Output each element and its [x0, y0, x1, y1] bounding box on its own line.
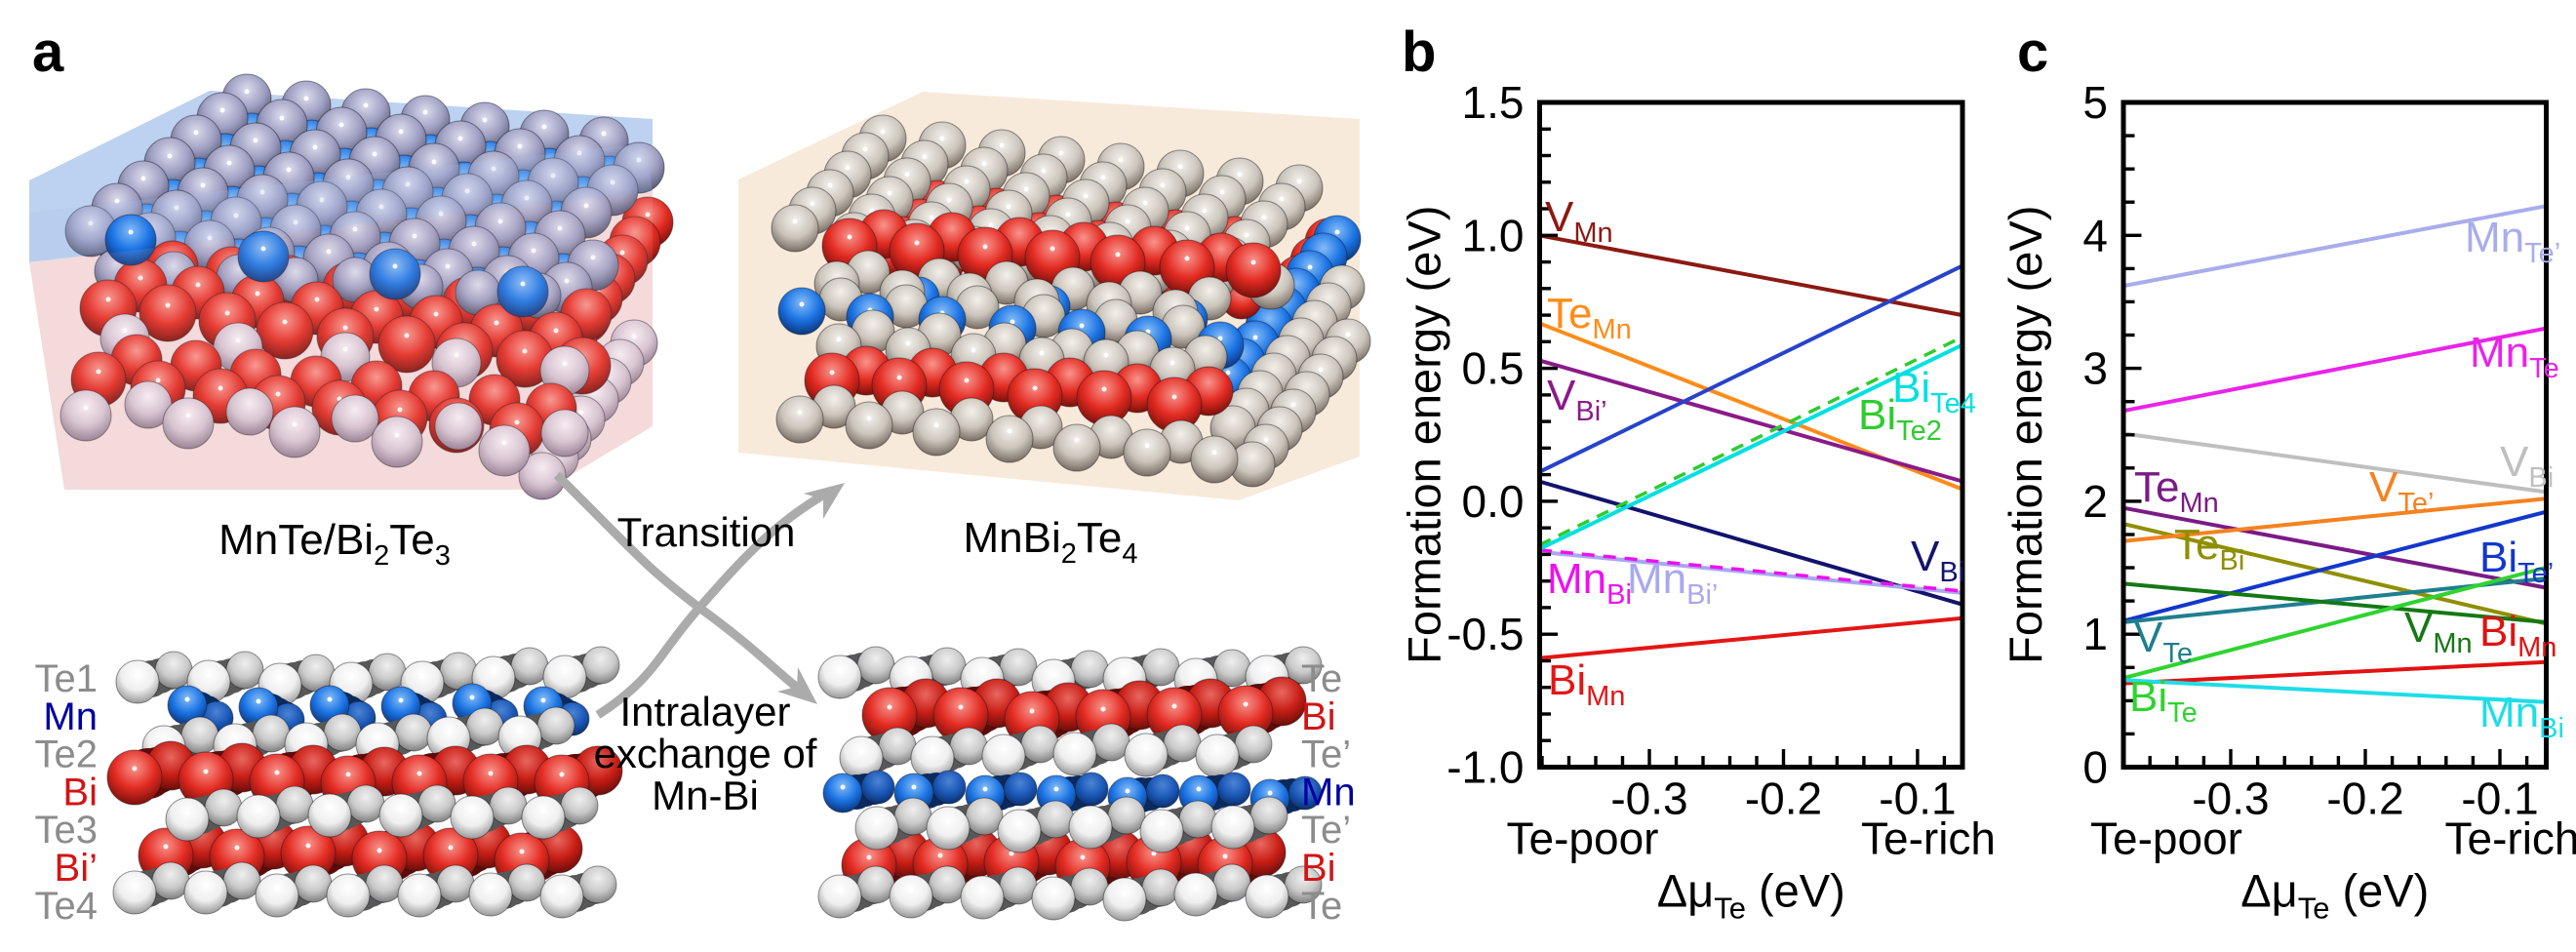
svg-text:ΔμTe (eV): ΔμTe (eV)	[2240, 865, 2429, 926]
svg-text:Te’: Te’	[1301, 734, 1351, 776]
svg-text:Transition: Transition	[617, 509, 796, 555]
svg-text:a: a	[32, 20, 64, 84]
svg-text:VMn: VMn	[2404, 604, 2473, 659]
svg-text:-0.1: -0.1	[2461, 774, 2538, 824]
svg-text:Te-rich: Te-rich	[1861, 813, 1996, 864]
svg-text:Formation energy (eV): Formation energy (eV)	[1399, 206, 1450, 664]
svg-text:-0.3: -0.3	[1610, 774, 1687, 824]
svg-text:Te3: Te3	[35, 809, 99, 852]
svg-text:exchange of: exchange of	[594, 731, 817, 776]
svg-text:2: 2	[2082, 476, 2108, 527]
svg-text:Bi’: Bi’	[55, 847, 98, 890]
svg-text:MnBi: MnBi	[2479, 689, 2564, 744]
svg-text:4: 4	[2082, 210, 2108, 260]
svg-text:BiMn: BiMn	[1548, 656, 1625, 712]
svg-text:BiTe2: BiTe2	[1858, 391, 1942, 447]
svg-text:MnTe: MnTe	[2470, 329, 2559, 384]
svg-text:BiTe’: BiTe’	[2479, 534, 2554, 589]
svg-text:Mn: Mn	[43, 695, 98, 738]
svg-text:Mn-Bi: Mn-Bi	[652, 773, 759, 818]
svg-text:-0.5: -0.5	[1447, 609, 1524, 659]
svg-text:0.5: 0.5	[1462, 343, 1525, 394]
svg-text:Te4: Te4	[35, 885, 99, 928]
svg-text:Bi: Bi	[1301, 847, 1336, 890]
svg-text:1.5: 1.5	[1462, 77, 1525, 128]
svg-text:VBi’: VBi’	[1547, 372, 1607, 427]
svg-text:-0.1: -0.1	[1879, 774, 1956, 824]
svg-text:-0.2: -0.2	[2326, 774, 2403, 824]
svg-text:b: b	[1402, 20, 1436, 84]
svg-text:-0.2: -0.2	[1745, 774, 1822, 824]
svg-text:Te’: Te’	[1301, 809, 1351, 852]
svg-text:Bi: Bi	[1301, 695, 1336, 738]
svg-text:5: 5	[2082, 77, 2108, 128]
svg-text:Te1: Te1	[35, 657, 99, 700]
svg-text:VTe: VTe	[2134, 614, 2193, 669]
svg-text:TeMn: TeMn	[1547, 290, 1632, 345]
svg-text:Te2: Te2	[35, 734, 99, 776]
svg-text:1.0: 1.0	[1462, 210, 1525, 260]
svg-text:3: 3	[2082, 343, 2108, 394]
svg-text:MnTe’: MnTe’	[2465, 214, 2560, 269]
svg-text:Te-rich: Te-rich	[2444, 813, 2576, 864]
svg-text:Te-poor: Te-poor	[2090, 813, 2242, 864]
svg-text:TeBi: TeBi	[2174, 521, 2244, 576]
svg-text:1: 1	[2082, 609, 2108, 659]
svg-text:Formation energy (eV): Formation energy (eV)	[2000, 206, 2051, 664]
svg-text:VBi: VBi	[1911, 533, 1964, 588]
svg-text:VMn: VMn	[1545, 193, 1613, 249]
svg-text:MnTe/Bi2Te3: MnTe/Bi2Te3	[218, 516, 451, 572]
svg-text:Mn: Mn	[1301, 771, 1356, 813]
svg-text:MnBi: MnBi	[1547, 555, 1632, 611]
svg-text:0: 0	[2082, 742, 2108, 793]
svg-text:-1.0: -1.0	[1447, 742, 1524, 793]
svg-text:VTe’: VTe’	[2369, 463, 2434, 519]
svg-text:Te-poor: Te-poor	[1507, 813, 1659, 864]
svg-text:BiMn: BiMn	[2479, 608, 2556, 663]
svg-text:VBi: VBi	[2500, 438, 2554, 494]
svg-text:c: c	[2017, 20, 2048, 84]
svg-text:ΔμTe (eV): ΔμTe (eV)	[1657, 865, 1845, 926]
svg-text:Te: Te	[1301, 885, 1342, 928]
svg-text:TeMn: TeMn	[2134, 463, 2219, 519]
svg-text:MnBi’: MnBi’	[1627, 555, 1718, 611]
svg-text:BiTe4: BiTe4	[1892, 364, 1976, 419]
svg-text:-0.3: -0.3	[2192, 774, 2269, 824]
svg-text:Intralayer: Intralayer	[619, 689, 790, 734]
svg-text:Bi: Bi	[62, 771, 98, 813]
svg-text:Te: Te	[1301, 657, 1342, 700]
svg-text:0.0: 0.0	[1462, 476, 1525, 527]
svg-text:BiTe: BiTe	[2129, 673, 2198, 729]
svg-text:MnBi2Te4: MnBi2Te4	[963, 514, 1137, 570]
